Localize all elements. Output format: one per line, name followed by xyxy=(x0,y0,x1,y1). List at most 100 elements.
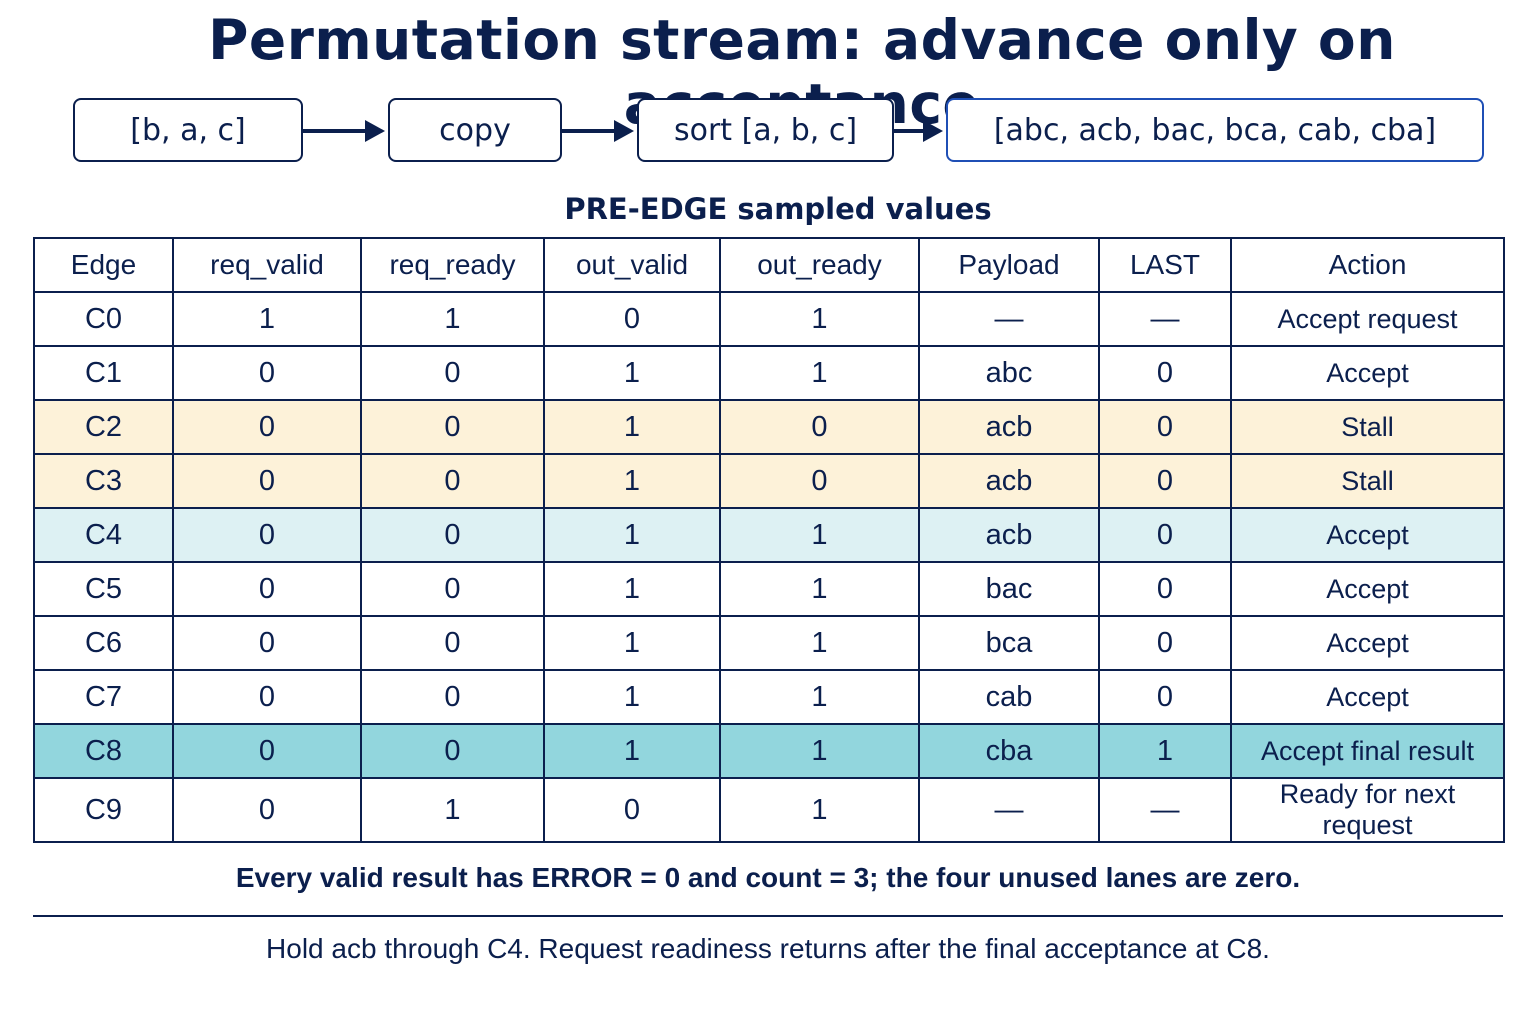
pipeline-flow: [b, a, c] copy sort [a, b, c] [abc, acb,… xyxy=(0,98,1536,166)
req-ready-cell: 0 xyxy=(360,345,545,401)
output-box: [abc, acb, bac, bca, cab, cba] xyxy=(946,98,1484,162)
payload-cell: abc xyxy=(918,345,1100,401)
action-cell: Stall xyxy=(1230,453,1505,509)
input-box: [b, a, c] xyxy=(73,98,303,162)
last-cell: 0 xyxy=(1098,507,1232,563)
action-cell: Accept xyxy=(1230,345,1505,401)
payload-cell: cab xyxy=(918,669,1100,725)
action-cell: Accept xyxy=(1230,507,1505,563)
req-ready-cell: 0 xyxy=(360,399,545,455)
req-ready-cell: 0 xyxy=(360,561,545,617)
req-valid-cell: 0 xyxy=(172,669,362,725)
table-row: C9 0 1 0 1— — Ready for next request xyxy=(33,777,1505,843)
action-cell: Accept xyxy=(1230,669,1505,725)
header-req-valid: req_valid xyxy=(172,237,362,293)
edge-cell: C9 xyxy=(33,777,174,843)
action-cell: Accept request xyxy=(1230,291,1505,347)
payload-cell: acb xyxy=(918,399,1100,455)
edge-cell: C6 xyxy=(33,615,174,671)
invariant-note: Every valid result has ERROR = 0 and cou… xyxy=(235,862,1301,893)
payload-cell: — xyxy=(918,777,1100,843)
last-cell: — xyxy=(1098,291,1232,347)
divider xyxy=(33,915,1503,917)
table-row: C2 0 0 1 0 acb 0 Stall xyxy=(33,399,1505,455)
req-valid-cell: 1 xyxy=(172,291,362,347)
req-ready-cell: 0 xyxy=(360,669,545,725)
payload-cell: acb xyxy=(918,453,1100,509)
out-ready-cell: 1 xyxy=(719,723,920,779)
sort-box: sort [a, b, c] xyxy=(637,98,894,162)
last-cell: — xyxy=(1098,777,1232,843)
payload-cell: bac xyxy=(918,561,1100,617)
req-ready-cell: 1 xyxy=(360,777,545,843)
edge-cell: C0 xyxy=(33,291,174,347)
req-valid-cell: 0 xyxy=(172,399,362,455)
action-cell: Ready for next request xyxy=(1230,777,1505,843)
arrow-icon xyxy=(303,120,385,142)
out-ready-cell: 1 xyxy=(719,777,920,843)
copy-box: copy xyxy=(388,98,562,162)
out-ready-cell: 1 xyxy=(719,669,920,725)
req-valid-cell: 0 xyxy=(172,345,362,401)
req-valid-cell: 0 xyxy=(172,561,362,617)
arrow-icon xyxy=(894,120,943,142)
last-cell: 0 xyxy=(1098,399,1232,455)
out-valid-cell: 0 xyxy=(543,777,721,843)
table-row: C0 1 1 0 1— — Accept request xyxy=(33,291,1505,347)
header-payload: Payload xyxy=(918,237,1100,293)
action-cell: Stall xyxy=(1230,399,1505,455)
out-valid-cell: 1 xyxy=(543,399,721,455)
req-valid-cell: 0 xyxy=(172,507,362,563)
last-cell: 0 xyxy=(1098,669,1232,725)
footer-note: Hold acb through C4. Request readiness r… xyxy=(266,933,1270,964)
out-valid-cell: 1 xyxy=(543,561,721,617)
edge-cell: C2 xyxy=(33,399,174,455)
out-ready-cell: 0 xyxy=(719,399,920,455)
table-row: C8 0 0 1 1 cba 1 Accept final result xyxy=(33,723,1505,779)
req-valid-cell: 0 xyxy=(172,723,362,779)
table-caption: PRE-EDGE sampled values xyxy=(564,192,992,226)
table-row: C1 0 0 1 1 abc 0 Accept xyxy=(33,345,1505,401)
out-ready-cell: 1 xyxy=(719,561,920,617)
header-row: Edge req_valid req_ready out_valid out_r… xyxy=(33,237,1505,293)
header-action: Action xyxy=(1230,237,1505,293)
last-cell: 0 xyxy=(1098,453,1232,509)
last-cell: 0 xyxy=(1098,615,1232,671)
action-cell: Accept final result xyxy=(1230,723,1505,779)
payload-cell: — xyxy=(918,291,1100,347)
payload-cell: bca xyxy=(918,615,1100,671)
out-valid-cell: 1 xyxy=(543,615,721,671)
last-cell: 0 xyxy=(1098,345,1232,401)
edge-cell: C4 xyxy=(33,507,174,563)
action-cell: Accept xyxy=(1230,561,1505,617)
req-ready-cell: 0 xyxy=(360,723,545,779)
last-cell: 0 xyxy=(1098,561,1232,617)
out-valid-cell: 1 xyxy=(543,345,721,401)
last-cell: 1 xyxy=(1098,723,1232,779)
payload-cell: cba xyxy=(918,723,1100,779)
table-row: C7 0 0 1 1 cab 0 Accept xyxy=(33,669,1505,725)
edge-cell: C1 xyxy=(33,345,174,401)
out-ready-cell: 1 xyxy=(719,507,920,563)
out-ready-cell: 1 xyxy=(719,345,920,401)
req-ready-cell: 1 xyxy=(360,291,545,347)
header-edge: Edge xyxy=(33,237,174,293)
edge-cell: C7 xyxy=(33,669,174,725)
edge-cell: C3 xyxy=(33,453,174,509)
action-cell: Accept xyxy=(1230,615,1505,671)
out-ready-cell: 1 xyxy=(719,615,920,671)
header-req-ready: req_ready xyxy=(360,237,545,293)
handshake-table: Edge req_valid req_ready out_valid out_r… xyxy=(33,237,1505,843)
header-out-valid: out_valid xyxy=(543,237,721,293)
out-valid-cell: 0 xyxy=(543,291,721,347)
payload-cell: acb xyxy=(918,507,1100,563)
header-last: LAST xyxy=(1098,237,1232,293)
req-ready-cell: 0 xyxy=(360,507,545,563)
table-row: C3 0 0 1 0 acb 0 Stall xyxy=(33,453,1505,509)
table-row: C6 0 0 1 1 bca 0 Accept xyxy=(33,615,1505,671)
out-valid-cell: 1 xyxy=(543,723,721,779)
out-ready-cell: 0 xyxy=(719,453,920,509)
table-row: C5 0 0 1 1 bac 0 Accept xyxy=(33,561,1505,617)
header-out-ready: out_ready xyxy=(719,237,920,293)
req-ready-cell: 0 xyxy=(360,615,545,671)
